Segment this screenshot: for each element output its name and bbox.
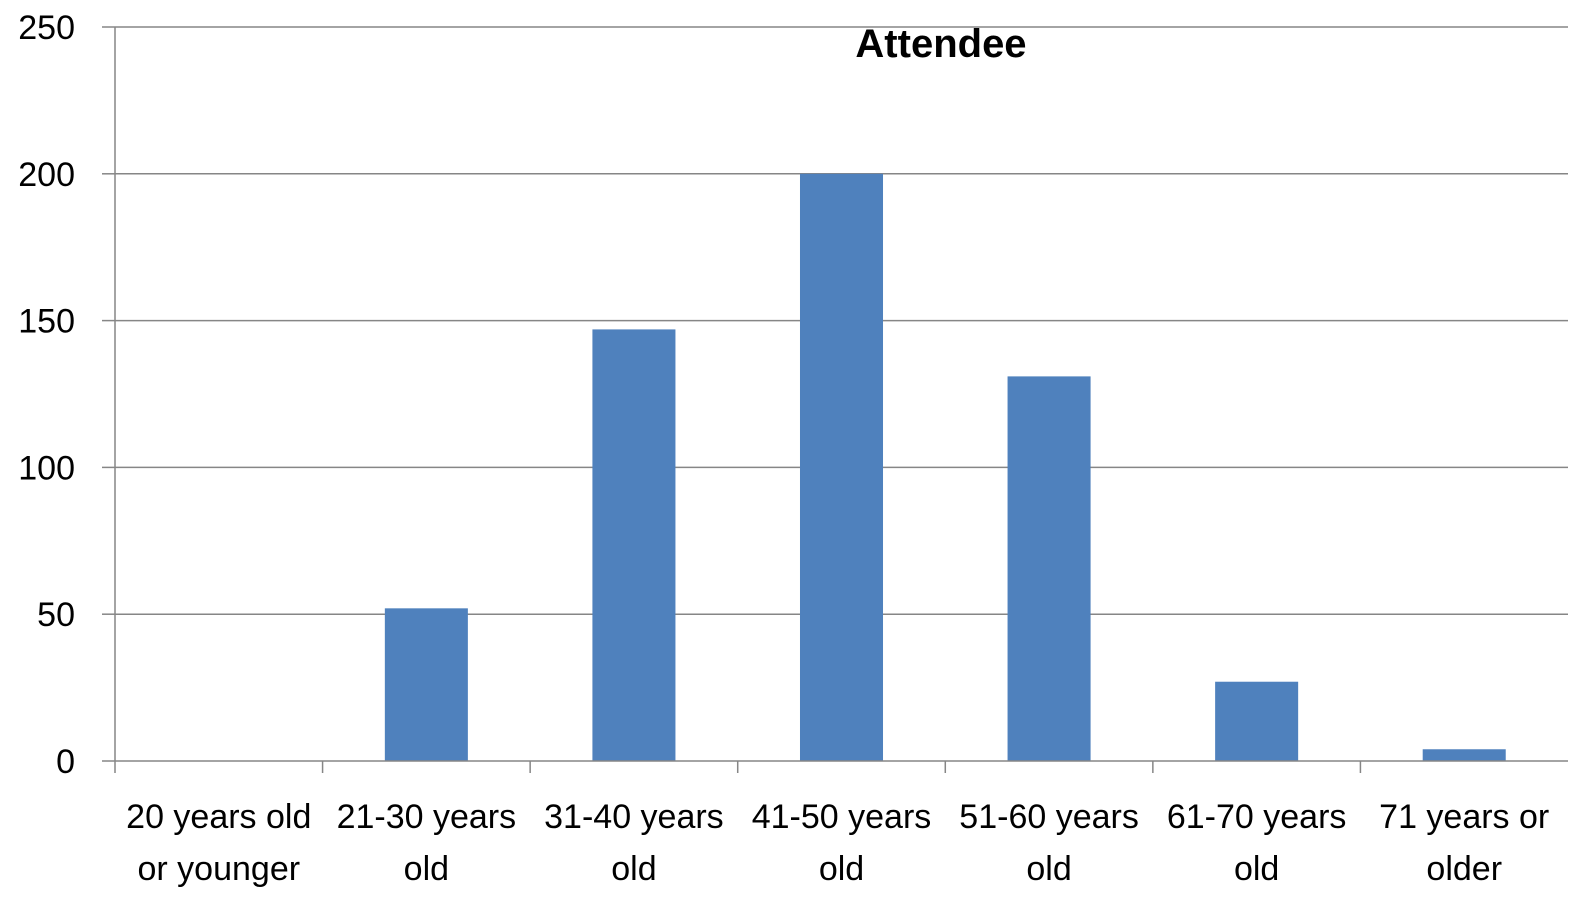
y-tick-label: 200 xyxy=(18,156,75,194)
x-tick-label: 71 years or older xyxy=(1379,798,1549,888)
bar xyxy=(1215,681,1299,761)
bars xyxy=(384,173,1506,762)
x-tick-label-line: old xyxy=(819,850,864,888)
y-tick-labels: 0 50 100 150 200 250 xyxy=(18,9,75,781)
x-tick-label-line: 51-60 years xyxy=(959,798,1139,836)
x-tick-label-line: 41-50 years xyxy=(752,798,932,836)
y-tick-label: 250 xyxy=(18,9,75,47)
axes xyxy=(102,26,1568,773)
x-tick-label-line: old xyxy=(404,850,449,888)
x-tick-label: 51-60 years old xyxy=(959,798,1139,888)
x-tick-label-line: 71 years or xyxy=(1379,798,1549,836)
chart-title: Attendee xyxy=(855,22,1026,66)
y-tick-label: 150 xyxy=(18,303,75,341)
x-tick-label-line: 21-30 years xyxy=(337,798,517,836)
x-tick-label-line: 61-70 years xyxy=(1167,798,1347,836)
y-tick-label: 100 xyxy=(18,449,75,487)
x-tick-label-line: older xyxy=(1426,850,1502,888)
y-tick-label: 50 xyxy=(37,596,75,634)
bar xyxy=(1422,749,1506,761)
x-tick-label-line: or younger xyxy=(138,850,301,888)
x-tick-label: 61-70 years old xyxy=(1167,798,1347,888)
bar xyxy=(384,608,468,761)
x-tick-label-line: old xyxy=(1234,850,1279,888)
x-tick-label: 31-40 years old xyxy=(544,798,724,888)
x-tick-label: 20 years old or younger xyxy=(126,798,311,888)
x-tick-label-line: 31-40 years xyxy=(544,798,724,836)
bar xyxy=(592,329,676,761)
x-tick-label-line: old xyxy=(1026,850,1071,888)
x-tick-label: 41-50 years old xyxy=(752,798,932,888)
x-tick-label-line: old xyxy=(611,850,656,888)
y-tick-label: 0 xyxy=(56,743,75,781)
bar xyxy=(1007,376,1091,761)
x-tick-label-line: 20 years old xyxy=(126,798,311,836)
bar xyxy=(799,173,884,762)
x-tick-label: 21-30 years old xyxy=(337,798,517,888)
